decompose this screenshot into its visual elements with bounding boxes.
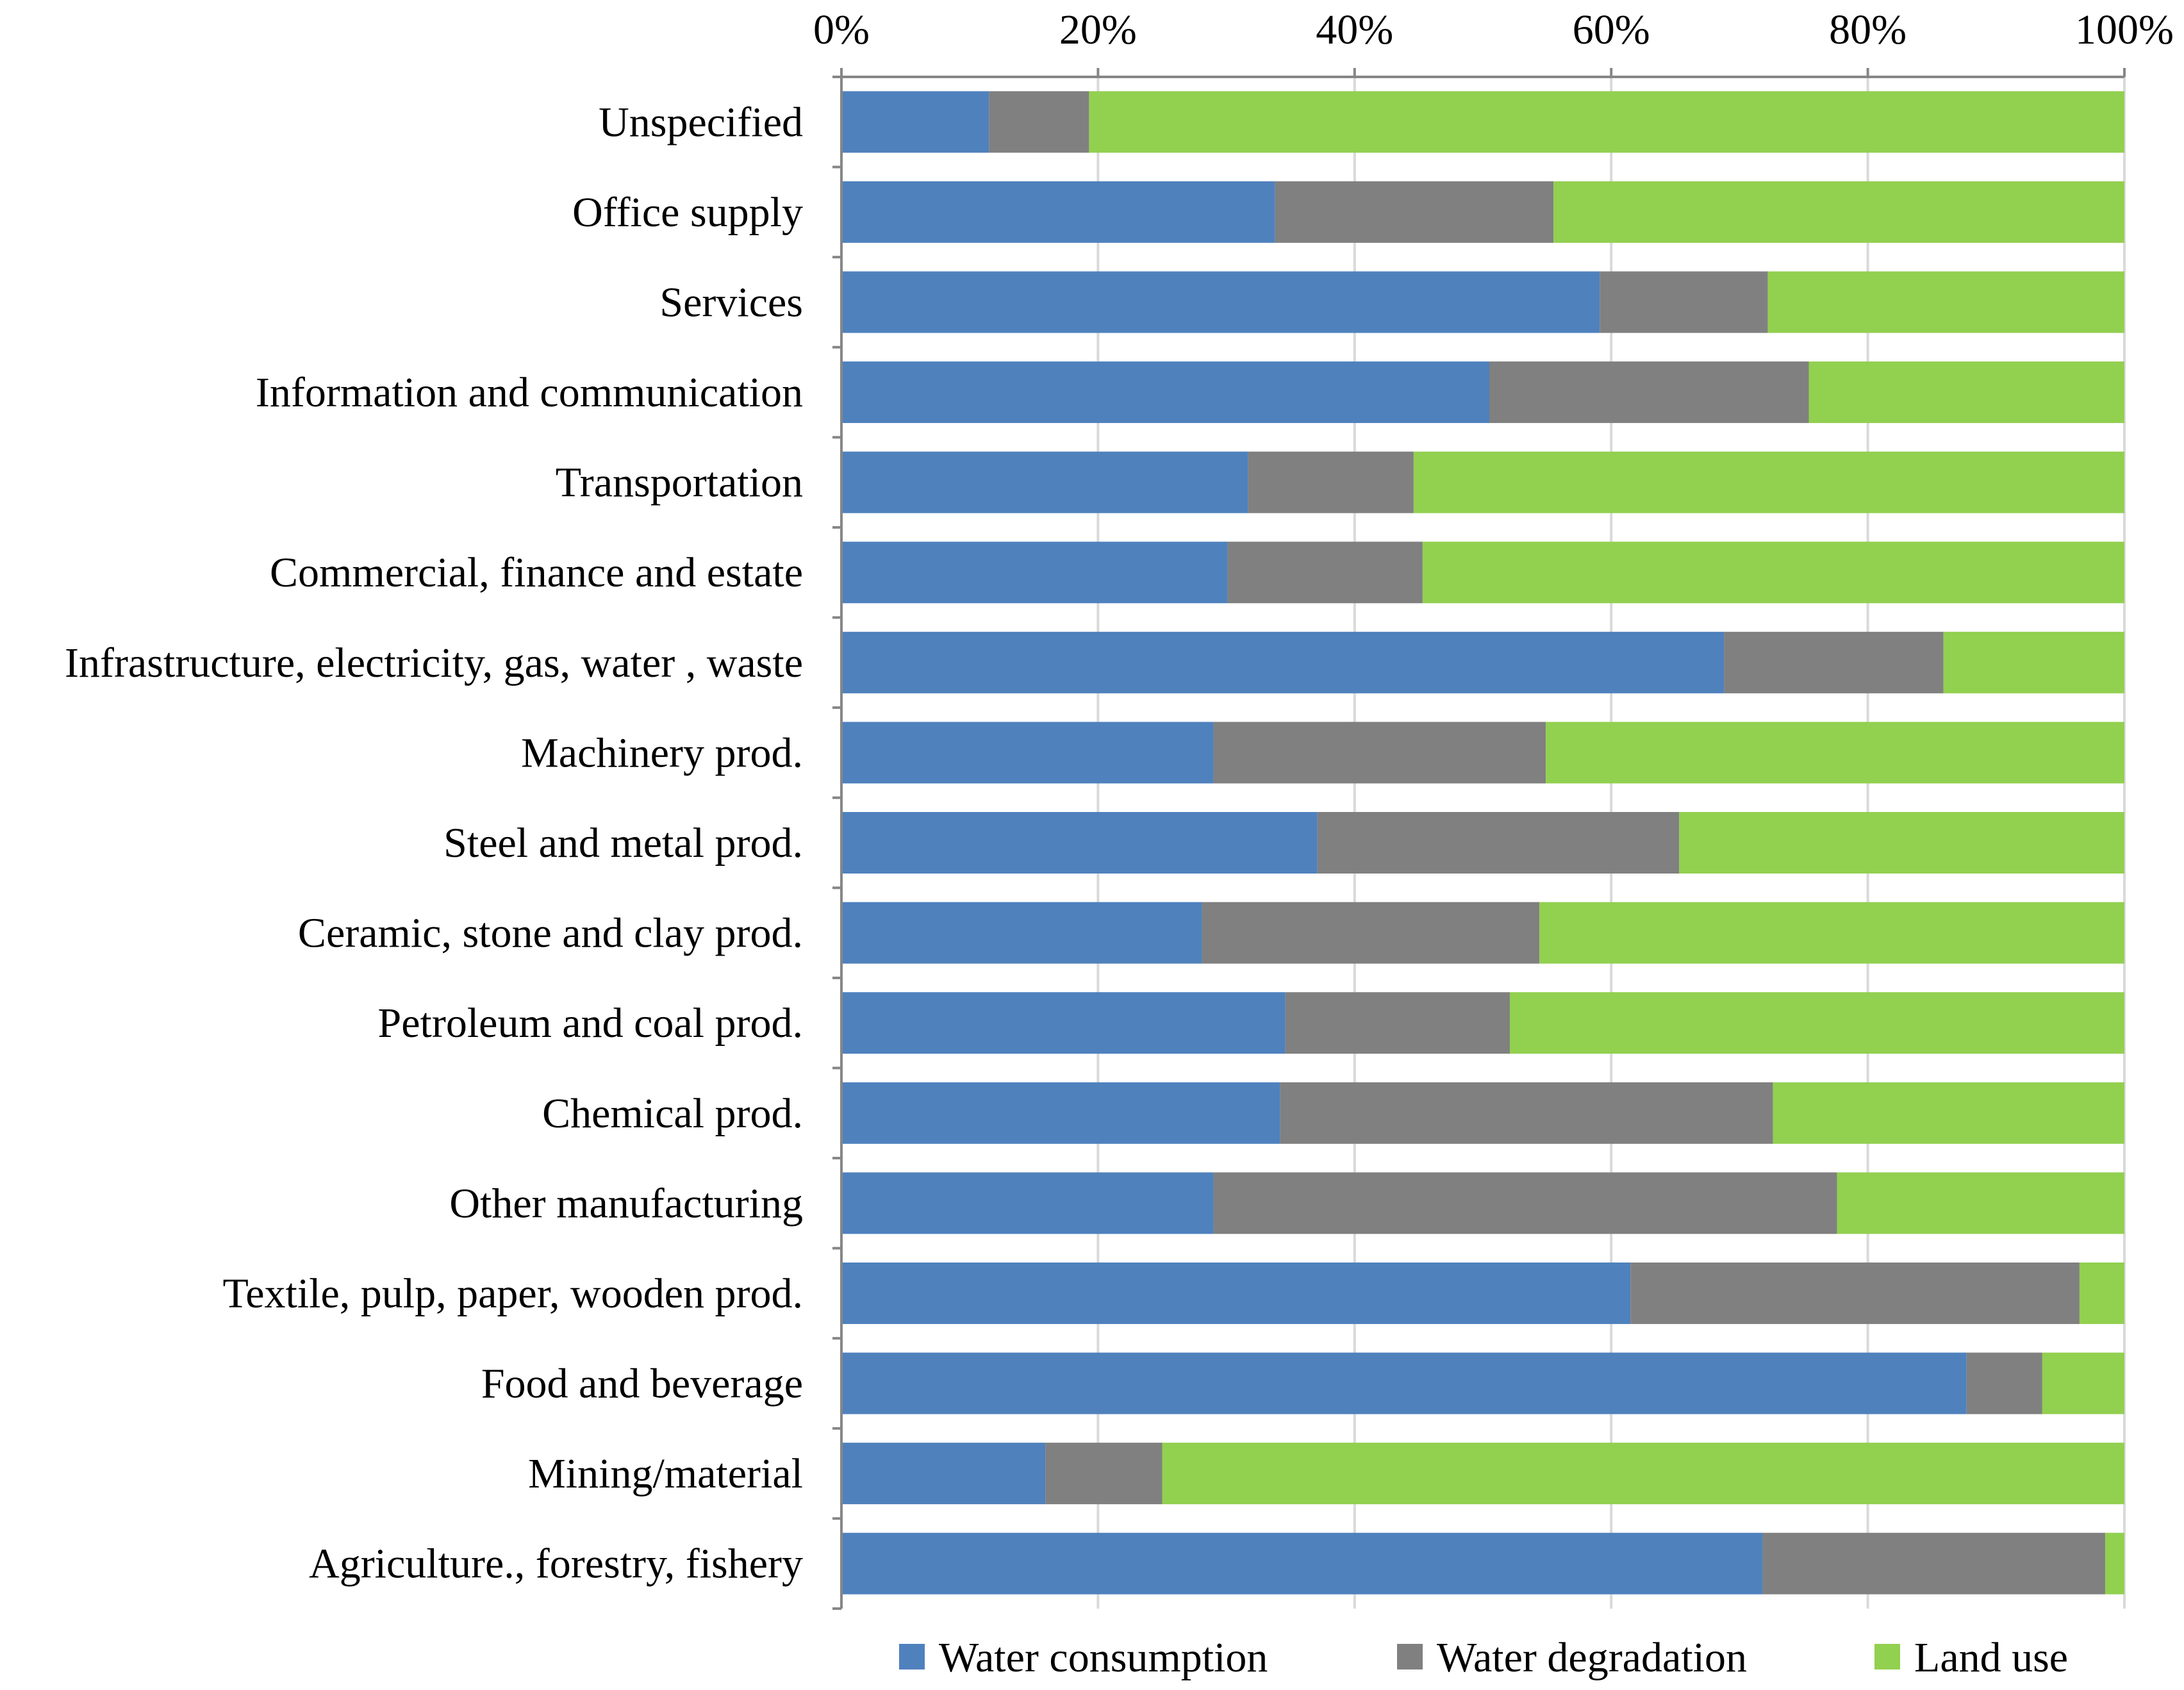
bar-land-use bbox=[2105, 1532, 2124, 1595]
bar-water-consumption bbox=[841, 1262, 1631, 1324]
x-tick-label: 80% bbox=[1829, 6, 1907, 53]
category-label: Steel and metal prod. bbox=[443, 820, 803, 866]
bar-land-use bbox=[1510, 992, 2124, 1054]
bar-water-consumption bbox=[841, 361, 1490, 424]
bar-water-consumption bbox=[841, 271, 1600, 333]
bar-land-use bbox=[1546, 722, 2124, 784]
category-label: Other manufacturing bbox=[449, 1180, 803, 1227]
category-label: Information and communication bbox=[256, 369, 803, 416]
x-tick-label: 60% bbox=[1573, 6, 1650, 53]
bar-land-use bbox=[1553, 181, 2124, 243]
bar-water-consumption bbox=[841, 631, 1725, 693]
bar-water-degradation bbox=[1248, 451, 1414, 513]
bar-land-use bbox=[1837, 1172, 2124, 1234]
bar-water-consumption bbox=[841, 992, 1286, 1054]
bar-land-use bbox=[1422, 542, 2124, 604]
bar-water-degradation bbox=[1630, 1262, 2080, 1324]
category-label: Ceramic, stone and clay prod. bbox=[298, 910, 803, 957]
legend-label: Land use bbox=[1914, 1634, 2068, 1681]
bar-water-degradation bbox=[1489, 361, 1809, 424]
legend-swatch bbox=[1397, 1644, 1423, 1669]
bar-land-use bbox=[1162, 1443, 2124, 1505]
bar-water-degradation bbox=[1213, 722, 1546, 784]
bar-water-consumption bbox=[841, 91, 989, 153]
bar-land-use bbox=[1089, 91, 2124, 153]
category-label: Commercial, finance and estate bbox=[270, 549, 803, 596]
x-tick-label: 0% bbox=[813, 6, 870, 53]
bar-land-use bbox=[1679, 812, 2124, 874]
bar-land-use bbox=[2079, 1262, 2124, 1324]
bar-land-use bbox=[2042, 1352, 2124, 1414]
category-label: Mining/material bbox=[528, 1450, 803, 1497]
bar-water-consumption bbox=[841, 722, 1214, 784]
bar-land-use bbox=[1767, 271, 2124, 333]
bar-water-consumption bbox=[841, 1443, 1046, 1505]
bar-water-degradation bbox=[989, 91, 1089, 153]
category-label: Chemical prod. bbox=[542, 1090, 803, 1137]
bar-water-consumption bbox=[841, 1172, 1214, 1234]
bar-water-consumption bbox=[841, 1532, 1763, 1595]
category-label: Infrastructure, electricity, gas, water … bbox=[65, 640, 803, 686]
x-tick-label: 100% bbox=[2075, 6, 2174, 53]
category-label: Textile, pulp, paper, wooden prod. bbox=[222, 1270, 803, 1317]
category-label: Machinery prod. bbox=[521, 729, 803, 776]
legend: Water consumption Water degradation Land u… bbox=[899, 1634, 2068, 1681]
category-label: Petroleum and coal prod. bbox=[378, 1000, 803, 1047]
category-label: Office supply bbox=[572, 189, 803, 236]
bars bbox=[841, 91, 2124, 1595]
bar-water-degradation bbox=[1227, 542, 1423, 604]
bar-water-consumption bbox=[841, 812, 1318, 874]
bar-water-consumption bbox=[841, 181, 1275, 243]
bar-water-consumption bbox=[841, 451, 1248, 513]
bar-land-use bbox=[1539, 902, 2124, 964]
bar-land-use bbox=[1808, 361, 2124, 424]
legend-swatch bbox=[899, 1644, 925, 1669]
bar-water-consumption bbox=[841, 1352, 1967, 1414]
axes bbox=[832, 68, 2126, 1610]
bar-water-degradation bbox=[1724, 631, 1944, 693]
bar-water-degradation bbox=[1275, 181, 1554, 243]
bar-water-degradation bbox=[1317, 812, 1680, 874]
legend-swatch bbox=[1874, 1644, 1900, 1669]
bar-water-consumption bbox=[841, 1082, 1280, 1144]
x-tick-labels: 0% 20% 40% 60% 80% 100% bbox=[813, 6, 2174, 53]
category-label: Agriculture., forestry, fishery bbox=[309, 1541, 803, 1587]
bar-land-use bbox=[1943, 631, 2124, 693]
bar-water-degradation bbox=[1966, 1352, 2042, 1414]
bar-water-degradation bbox=[1280, 1082, 1773, 1144]
legend-label: Water degradation bbox=[1437, 1634, 1747, 1681]
bar-water-degradation bbox=[1202, 902, 1540, 964]
bar-water-degradation bbox=[1285, 992, 1510, 1054]
bar-water-degradation bbox=[1045, 1443, 1162, 1505]
legend-label: Water consumption bbox=[939, 1634, 1268, 1681]
category-label: Unspecified bbox=[599, 99, 803, 145]
category-label: Services bbox=[659, 279, 803, 326]
category-label: Transportation bbox=[556, 460, 803, 506]
bar-land-use bbox=[1413, 451, 2124, 513]
bar-water-consumption bbox=[841, 542, 1228, 604]
x-tick-label: 20% bbox=[1059, 6, 1137, 53]
category-label: Food and beverage bbox=[481, 1361, 803, 1407]
bar-water-consumption bbox=[841, 902, 1202, 964]
category-labels: Unspecified Office supply Services Informat… bbox=[65, 99, 803, 1587]
bar-land-use bbox=[1773, 1082, 2124, 1144]
x-tick-label: 40% bbox=[1316, 6, 1393, 53]
bar-water-degradation bbox=[1600, 271, 1768, 333]
bar-water-degradation bbox=[1213, 1172, 1837, 1234]
bar-water-degradation bbox=[1762, 1532, 2105, 1595]
